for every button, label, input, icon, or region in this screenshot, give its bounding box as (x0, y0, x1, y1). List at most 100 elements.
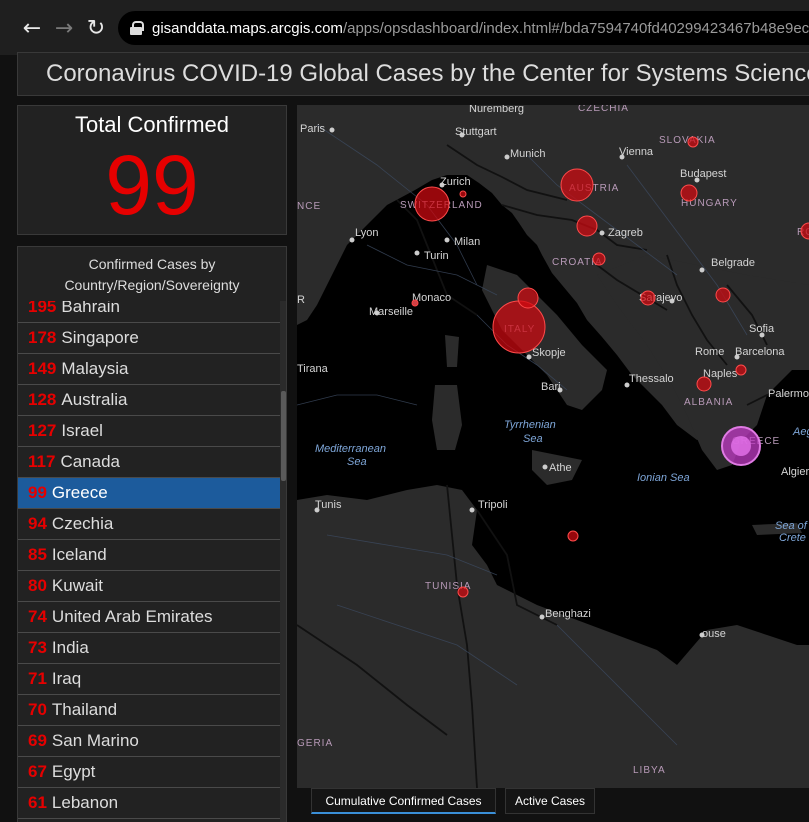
city-dot (504, 154, 510, 160)
city-label: ouse (702, 628, 726, 640)
sea-label: Mediterranean (315, 443, 386, 455)
reload-icon[interactable]: ↻ (86, 15, 106, 41)
list-item[interactable]: 67 Egypt (18, 757, 280, 788)
tab-active-cases[interactable]: Active Cases (505, 788, 595, 814)
list-item[interactable]: 94 Czechia (18, 509, 280, 540)
case-bubble-sanmarino (517, 287, 539, 309)
city-label: Athe (549, 462, 572, 474)
case-count: 149 (28, 359, 57, 378)
case-count: 99 (28, 483, 47, 502)
city-label: Skopje (532, 347, 566, 359)
case-bubble-slovakia (687, 136, 699, 148)
list-item[interactable]: 80 Kuwait (18, 571, 280, 602)
country-name: Australia (61, 390, 128, 409)
case-count: 127 (28, 421, 57, 440)
confirmed-by-country-panel: Confirmed Cases by Country/Region/Sovere… (17, 246, 287, 822)
city-label: Barcelona (735, 346, 785, 358)
forward-arrow-icon[interactable]: → (54, 15, 74, 41)
case-count: 67 (28, 762, 47, 781)
list-item[interactable]: 73 India (18, 633, 280, 664)
city-label: Benghazi (545, 608, 591, 620)
case-bubble-macedonia (735, 364, 747, 376)
list-item[interactable]: 85 Iceland (18, 540, 280, 571)
list-item[interactable]: 128 Australia (18, 385, 280, 416)
list-item[interactable]: 74 United Arab Emirates (18, 602, 280, 633)
country-name: Greece (51, 483, 108, 502)
scroll-thumb[interactable] (281, 391, 286, 481)
case-bubble-serbia (715, 287, 731, 303)
city-label: Stuttgart (455, 126, 497, 138)
country-name: Iceland (51, 545, 107, 564)
back-arrow-icon[interactable]: ← (22, 15, 42, 41)
sea-label: Crete (779, 532, 806, 544)
city-label: Thessalo (629, 373, 674, 385)
country-label: CZECHIA (578, 105, 629, 114)
list-item[interactable]: 70 Thailand (18, 695, 280, 726)
city-dot (557, 387, 563, 393)
case-count: 178 (28, 328, 57, 347)
city-label: Turin (424, 250, 449, 262)
lock-icon[interactable] (130, 21, 144, 35)
city-dot (349, 237, 355, 243)
list-item[interactable]: 117 Canada (18, 447, 280, 478)
list-item[interactable]: 195 Bahrain (18, 301, 280, 323)
map-canvas[interactable]: Paris Nuremberg Stuttgart Munich Vienna Zuric… (297, 105, 809, 788)
case-bubble-tunisia (457, 586, 469, 598)
tab-cumulative-confirmed[interactable]: Cumulative Confirmed Cases (311, 788, 496, 814)
case-count: 61 (28, 793, 47, 812)
map-view[interactable]: Paris Nuremberg Stuttgart Munich Vienna Zuric… (297, 105, 809, 788)
country-label: HUNGARY (681, 198, 738, 209)
country-label: AUSTRIA (569, 183, 619, 194)
crete-land (752, 523, 802, 535)
city-dot (624, 382, 630, 388)
balkans-land (597, 255, 809, 470)
africa-land (297, 485, 809, 788)
city-dot (734, 354, 740, 360)
list-item[interactable]: 69 San Marino (18, 726, 280, 757)
sea-label: Sea (347, 456, 367, 468)
case-bubble-monaco (411, 299, 419, 307)
case-bubble-croatia (592, 252, 606, 266)
sea-label: Sea of (775, 520, 808, 532)
dashboard-header: Coronavirus COVID-19 Global Cases by the… (17, 52, 809, 96)
case-count: 73 (28, 638, 47, 657)
list-item[interactable]: 127 Israel (18, 416, 280, 447)
total-confirmed-value: 99 (105, 138, 199, 232)
country-name: Israel (61, 421, 103, 440)
city-label: Lyon (355, 227, 378, 239)
city-dot (314, 507, 320, 513)
case-bubble-austria (560, 168, 594, 202)
list-item[interactable]: 99 Greece (18, 478, 280, 509)
city-label: Zagreb (608, 227, 643, 239)
list-item[interactable]: 71 Iraq (18, 664, 280, 695)
country-name: United Arab Emirates (51, 607, 213, 626)
case-bubble-zurich (459, 190, 467, 198)
case-count: 70 (28, 700, 47, 719)
case-bubble-slovenia (576, 215, 598, 237)
country-list[interactable]: 195 Bahrain 178 Singapore 149 Malaysia 128 Aust… (18, 301, 280, 822)
list-item[interactable]: 149 Malaysia (18, 354, 280, 385)
address-bar[interactable]: gisanddata.maps.arcgis.com/apps/opsdashb… (118, 11, 809, 45)
map-tabs: Cumulative Confirmed Cases Active Cases (297, 788, 809, 822)
city-dot (699, 632, 705, 638)
case-bubble-romania (800, 222, 809, 240)
list-item[interactable]: 178 Singapore (18, 323, 280, 354)
country-label: ALBANIA (684, 397, 733, 408)
sea-label: Tyrrhenian (504, 419, 556, 431)
city-label: Algiers (781, 466, 809, 478)
roads (297, 124, 748, 746)
case-count: 117 (28, 452, 56, 471)
country-name: India (51, 638, 89, 657)
country-name: Kuwait (51, 576, 103, 595)
list-scrollbar[interactable] (280, 301, 286, 822)
country-label: TUNISIA (425, 581, 471, 592)
country-name: Singapore (61, 328, 139, 347)
list-title: Confirmed Cases by Country/Region/Sovere… (64, 256, 240, 293)
list-item[interactable]: 61 Lebanon (18, 788, 280, 819)
city-label: Rome (695, 346, 724, 358)
country-label: GERIA (297, 738, 333, 749)
city-label: Bari (541, 381, 561, 393)
case-bubble-bosnia (640, 290, 656, 306)
city-label: Milan (454, 236, 480, 248)
